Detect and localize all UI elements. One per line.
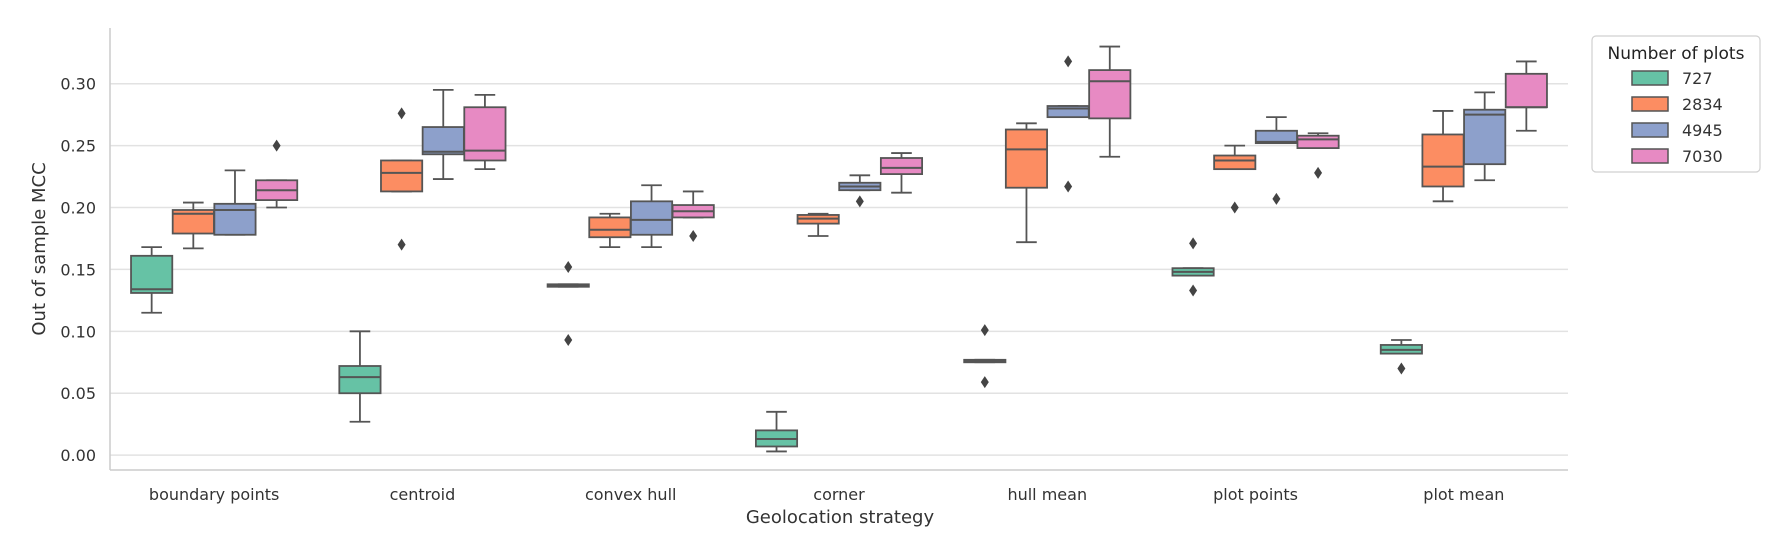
- x-tick-label: plot mean: [1423, 485, 1504, 504]
- box-7030-centroid: [463, 93, 507, 171]
- x-tick-label: centroid: [390, 485, 456, 504]
- box-727-centroid: [338, 330, 382, 423]
- box-727-plot-mean: [1379, 339, 1423, 375]
- legend-label-2834: 2834: [1682, 95, 1723, 114]
- x-tick-label: plot points: [1213, 485, 1298, 504]
- y-axis-title: Out of sample MCC: [29, 162, 50, 335]
- outlier-point: [1397, 362, 1406, 375]
- box-body: [1004, 128, 1048, 189]
- outlier-point: [272, 139, 281, 152]
- outlier-point: [980, 324, 989, 337]
- box-body: [630, 200, 674, 236]
- box-7030-plot-mean: [1504, 60, 1548, 132]
- box-body: [130, 254, 174, 294]
- box-body: [463, 106, 507, 162]
- outlier-point: [397, 107, 406, 120]
- box-7030-convex-hull: [671, 190, 715, 242]
- legend: Number of plots 727 2834 4945 7030: [1591, 35, 1761, 173]
- box-727-corner: [754, 410, 799, 453]
- series-4945: [213, 55, 1507, 249]
- legend-swatch-4945: [1631, 122, 1669, 138]
- box-4945-hull-mean: [1046, 55, 1090, 193]
- outlier-point: [855, 195, 864, 208]
- box-4945-convex-hull: [630, 184, 674, 249]
- outlier-point: [980, 376, 989, 389]
- box-4945-plot-points: [1254, 116, 1298, 205]
- y-tick-label: 0.15: [60, 260, 96, 279]
- box-body: [1504, 72, 1548, 109]
- outlier-point: [689, 230, 698, 242]
- y-tick-label: 0.00: [60, 446, 96, 465]
- box-body: [1463, 108, 1507, 166]
- outlier-point: [1064, 180, 1073, 193]
- box-4945-boundary-points: [213, 169, 257, 236]
- box-7030-boundary-points: [255, 139, 299, 209]
- box-7030-hull-mean: [1088, 45, 1132, 158]
- x-tick-label: hull mean: [1007, 485, 1087, 504]
- y-tick-labels: 0.00 0.05 0.10 0.15 0.20 0.25 0.30: [60, 75, 96, 465]
- outlier-point: [1189, 284, 1198, 297]
- box-body: [380, 159, 424, 193]
- box-body: [1088, 69, 1132, 120]
- box-727-boundary-points: [130, 246, 174, 314]
- box-2834-hull-mean: [1004, 122, 1048, 244]
- box-727-convex-hull: [546, 260, 590, 346]
- box-4945-centroid: [421, 89, 465, 180]
- box-body: [1296, 134, 1340, 149]
- outlier-point: [1314, 166, 1323, 179]
- outlier-point: [1230, 201, 1239, 214]
- outlier-point: [1272, 192, 1281, 205]
- box-body: [588, 216, 632, 239]
- box-body: [213, 202, 257, 236]
- box-2834-plot-mean: [1421, 110, 1465, 203]
- x-axis-title: Geolocation strategy: [746, 507, 935, 528]
- box-2834-plot-points: [1213, 144, 1257, 214]
- legend-swatch-2834: [1631, 96, 1669, 112]
- x-tick-label: corner: [813, 485, 865, 504]
- y-tick-label: 0.30: [60, 75, 96, 94]
- x-tick-labels: boundary points centroid convex hull corner…: [149, 485, 1505, 504]
- outlier-point: [564, 260, 573, 273]
- box-body: [1421, 133, 1465, 188]
- series-7030: [255, 45, 1548, 242]
- box-727-hull-mean: [963, 324, 1007, 389]
- box-2834-boundary-points: [171, 201, 215, 250]
- y-tick-label: 0.10: [60, 322, 96, 341]
- box-series: [130, 45, 1548, 453]
- legend-title: Number of plots: [1608, 44, 1745, 64]
- legend-frame: [1591, 35, 1761, 173]
- outlier-point: [397, 238, 406, 251]
- box-body: [421, 126, 465, 156]
- box-2834-convex-hull: [588, 212, 632, 249]
- box-4945-plot-mean: [1463, 91, 1507, 182]
- x-tick-label: convex hull: [585, 485, 676, 504]
- legend-swatch-727: [1631, 70, 1669, 86]
- legend-swatch-7030: [1631, 148, 1669, 164]
- box-body: [879, 157, 924, 175]
- outlier-point: [1064, 55, 1073, 68]
- axes: [109, 28, 1568, 471]
- outlier-point: [1189, 237, 1198, 250]
- series-2834: [171, 107, 1465, 251]
- box-727-plot-points: [1171, 237, 1215, 297]
- legend-items: 727 2834 4945 7030: [1631, 69, 1723, 166]
- y-tick-label: 0.20: [60, 199, 96, 218]
- box-2834-corner: [796, 212, 840, 237]
- y-tick-label: 0.05: [60, 384, 96, 403]
- legend-label-727: 727: [1682, 69, 1713, 88]
- y-tick-label: 0.25: [60, 137, 96, 156]
- box-7030-plot-points: [1296, 132, 1340, 179]
- series-727: [130, 237, 1423, 453]
- box-body: [1213, 154, 1257, 171]
- box-2834-centroid: [380, 107, 424, 251]
- box-4945-corner: [838, 174, 882, 208]
- box-7030-corner: [879, 152, 924, 194]
- legend-label-4945: 4945: [1682, 121, 1723, 140]
- box-body: [338, 365, 382, 395]
- x-tick-label: boundary points: [149, 485, 279, 504]
- legend-label-7030: 7030: [1682, 147, 1723, 166]
- outlier-point: [564, 334, 573, 346]
